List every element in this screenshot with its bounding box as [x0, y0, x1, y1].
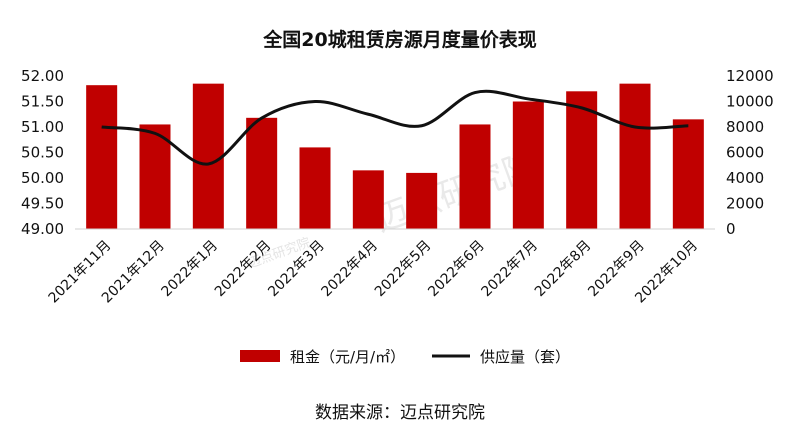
- left-tick-label: 52.00: [21, 67, 64, 85]
- x-axis-ticks: 2021年11月2021年12月2022年1月2022年2月2022年3月202…: [46, 238, 702, 307]
- left-tick-label: 50.50: [21, 144, 64, 162]
- x-tick-label: 2022年5月: [372, 238, 435, 301]
- bar: [459, 124, 491, 229]
- chart-title: 全国20城租赁房源月度量价表现: [262, 28, 536, 51]
- right-tick-label: 8000: [726, 118, 764, 136]
- right-tick-label: 12000: [726, 67, 774, 85]
- left-tick-label: 50.00: [21, 169, 64, 187]
- bar: [192, 83, 224, 230]
- right-tick-label: 10000: [726, 93, 774, 111]
- legend: 租金（元/月/㎡） 供应量（套）: [240, 348, 570, 366]
- x-tick-label: 2022年8月: [532, 238, 595, 301]
- legend-label-line: 供应量（套）: [480, 348, 570, 366]
- bar: [86, 85, 118, 230]
- left-tick-label: 51.00: [21, 118, 64, 136]
- x-tick-label: 2022年1月: [159, 238, 222, 301]
- bar: [299, 147, 331, 229]
- left-axis-ticks: 52.00 51.50 51.00 50.50 50.00 49.50 49.00: [21, 67, 64, 238]
- line-series: [101, 89, 689, 166]
- bar: [406, 172, 438, 229]
- left-tick-label: 49.50: [21, 195, 64, 213]
- data-source: 数据来源：迈点研究院: [315, 403, 485, 423]
- bar: [352, 170, 384, 229]
- x-tick-label: 2022年7月: [479, 238, 542, 301]
- right-axis-ticks: 12000 10000 8000 6000 4000 2000 0: [726, 67, 774, 238]
- bar: [566, 91, 598, 229]
- right-tick-label: 4000: [726, 169, 764, 187]
- bar: [672, 119, 704, 229]
- x-tick-label: 2022年4月: [319, 238, 382, 301]
- left-tick-label: 49.00: [21, 220, 64, 238]
- bar: [512, 101, 544, 229]
- bar: [246, 117, 278, 229]
- right-tick-label: 2000: [726, 195, 764, 213]
- bar: [139, 124, 171, 229]
- supply-line: [101, 89, 689, 166]
- legend-label-bar: 租金（元/月/㎡）: [290, 348, 405, 366]
- right-tick-label: 6000: [726, 144, 764, 162]
- watermark: 迈点研究院 迈点研究院: [246, 145, 543, 272]
- bar-series: [86, 83, 704, 230]
- left-tick-label: 51.50: [21, 93, 64, 111]
- right-tick-label: 0: [726, 220, 736, 238]
- bar: [619, 83, 651, 230]
- legend-swatch-bar: [240, 350, 280, 362]
- x-tick-label: 2022年2月: [212, 238, 275, 301]
- x-tick-label: 2022年6月: [425, 238, 488, 301]
